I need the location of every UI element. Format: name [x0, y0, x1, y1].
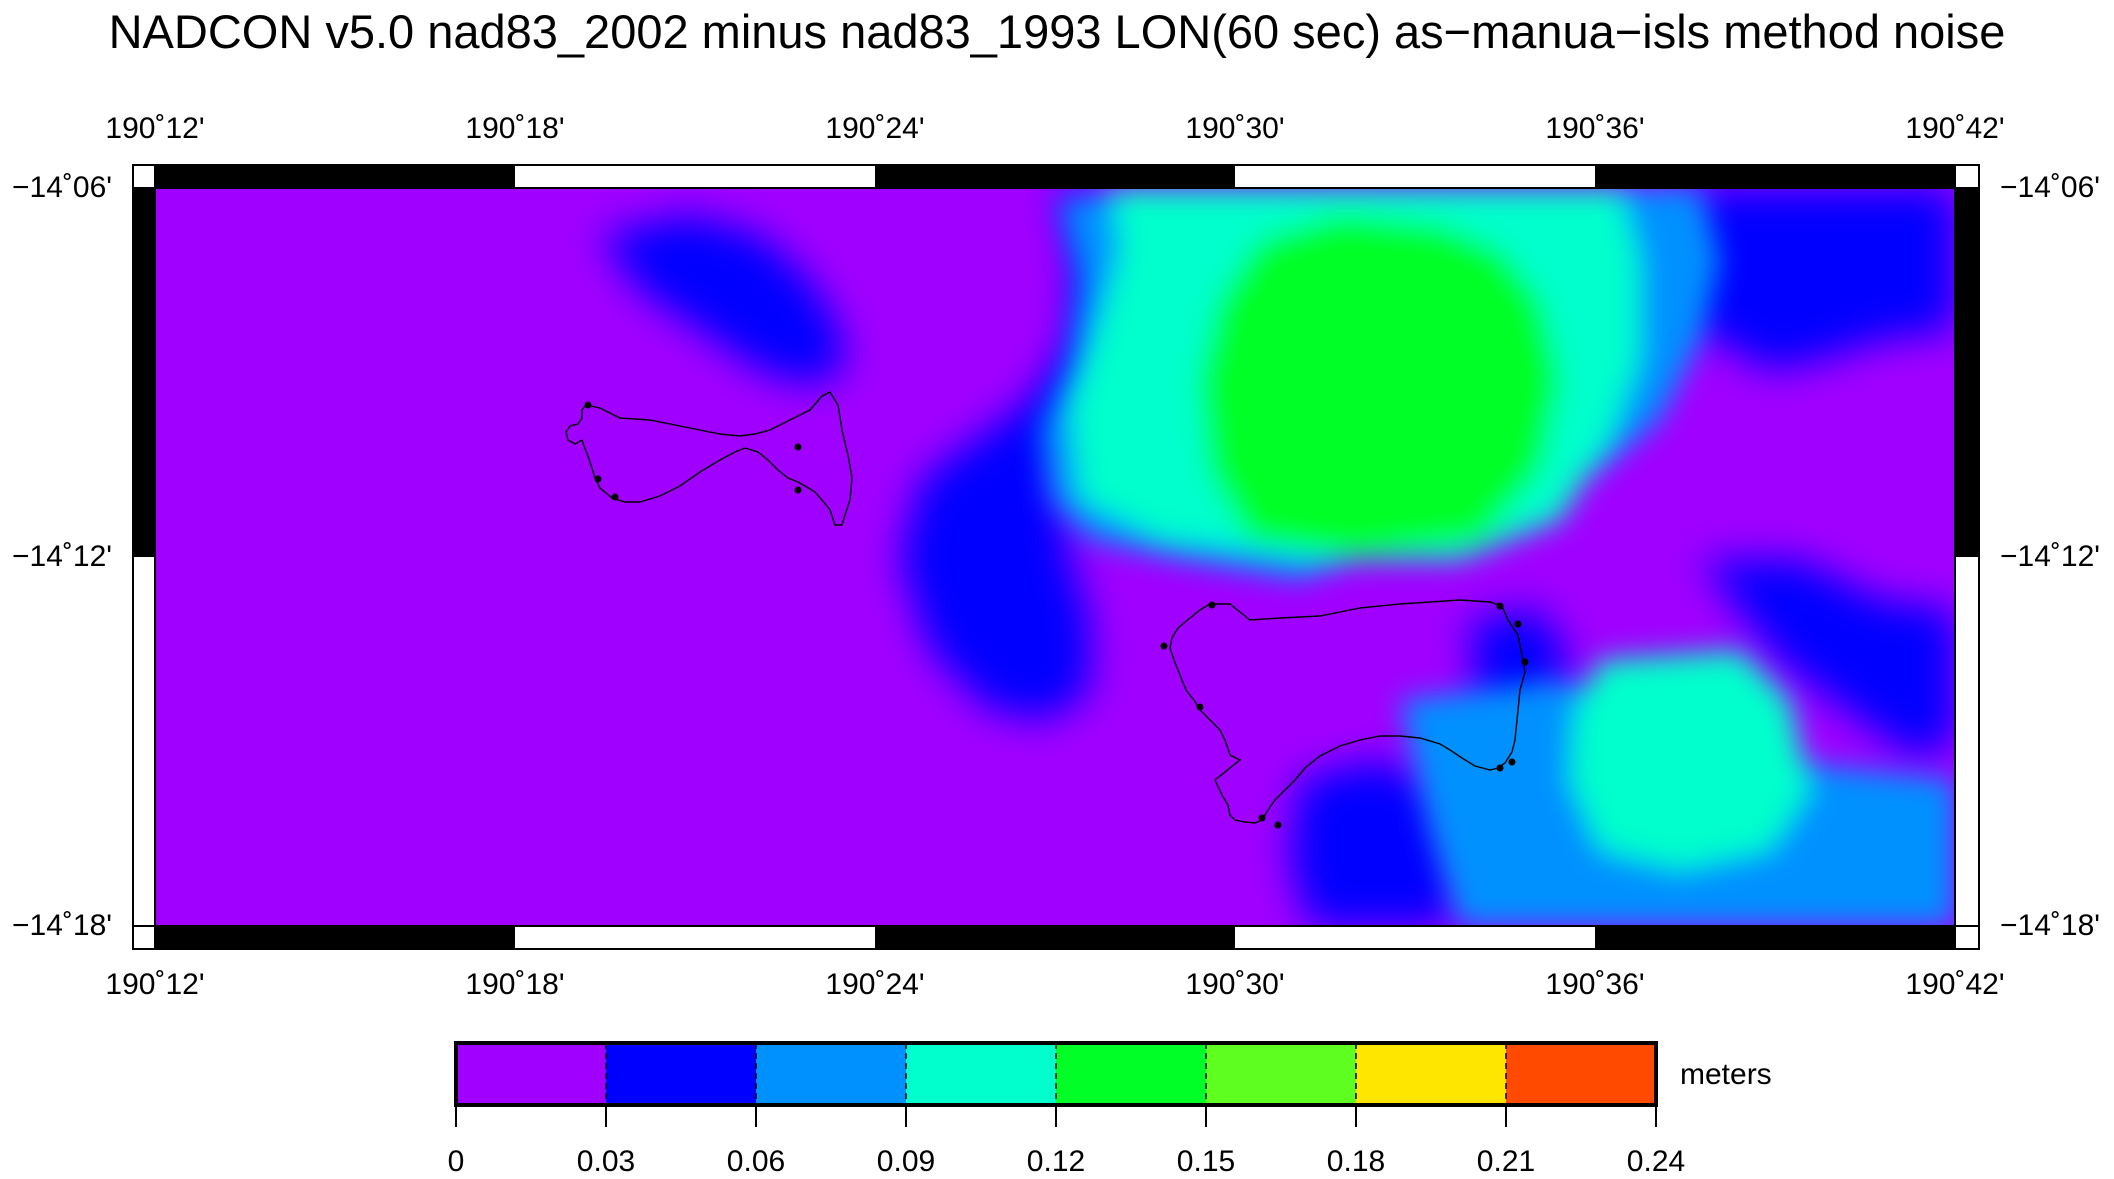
station-marker [1514, 620, 1522, 628]
colorbar-tick: 0.24 [1626, 1145, 1686, 1178]
blue-region-central [900, 188, 1130, 720]
station-marker [1274, 821, 1282, 829]
colorbar-tick: 0.03 [576, 1145, 636, 1178]
frame-bottom-segment [155, 926, 515, 949]
station-marker [594, 475, 602, 483]
colorbar-tick: 0 [447, 1145, 465, 1178]
station-marker [584, 401, 592, 409]
lon-tick-top: 190˚24' [825, 112, 925, 145]
colorbar-segment [1506, 1043, 1656, 1105]
lon-tick-top: 190˚18' [465, 112, 565, 145]
colorbar-segment [456, 1043, 606, 1105]
station-marker [1160, 642, 1168, 650]
lon-tick-bottom: 190˚24' [825, 968, 925, 1001]
colorbar-tick: 0.06 [726, 1145, 786, 1178]
coastlines [565, 391, 1526, 824]
lat-tick-left: −14˚18' [12, 909, 112, 942]
lon-tick-bottom: 190˚42' [1905, 968, 2005, 1001]
colorbar-tick: 0.09 [876, 1145, 936, 1178]
cyan-region-southeast [1570, 650, 1810, 870]
frame-left-segment [133, 188, 155, 557]
blue-region-south [1290, 760, 1460, 926]
noise-raster [155, 188, 1955, 926]
colorbar-segment [1356, 1043, 1506, 1105]
station-marker [1508, 758, 1516, 766]
map-frame [132, 164, 1980, 950]
lon-tick-bottom: 190˚36' [1545, 968, 1645, 1001]
colorbar-segment [606, 1043, 756, 1105]
blue-region-east [1700, 560, 1955, 760]
lon-tick-bottom: 190˚12' [105, 968, 205, 1001]
lon-tick-top: 190˚36' [1545, 112, 1645, 145]
lon-tick-bottom: 190˚30' [1185, 968, 1285, 1001]
coastline-tau [1169, 599, 1526, 824]
station-marker [1521, 658, 1529, 666]
colorbar-units-label: meters [1680, 1058, 1772, 1091]
station-marker [1196, 703, 1204, 711]
lat-tick-right: −14˚06' [2000, 171, 2100, 204]
green-region [1200, 215, 1560, 555]
colorbar-tick: 0.18 [1326, 1145, 1386, 1178]
frame-top-segment [155, 165, 515, 188]
frame-top-segment [875, 165, 1235, 188]
lon-tick-top: 190˚42' [1905, 112, 2005, 145]
colorbar-tick: 0.12 [1026, 1145, 1086, 1178]
frame-bottom-segment [1595, 926, 1955, 949]
lon-tick-top: 190˚12' [105, 112, 205, 145]
colorbar-segment [1056, 1043, 1206, 1105]
lon-tick-bottom: 190˚18' [465, 968, 565, 1001]
station-marker [1496, 602, 1504, 610]
blue-region-nw [600, 215, 845, 385]
colorbar-segment [1206, 1043, 1356, 1105]
coastline-ofu-olosega [565, 391, 853, 526]
frame-top-segment [1595, 165, 1955, 188]
lon-tick-top: 190˚30' [1185, 112, 1285, 145]
map-title: NADCON v5.0 nad83_2002 minus nad83_1993 … [108, 5, 2006, 58]
station-marker [611, 493, 619, 501]
colorbar [454, 1041, 1658, 1127]
blue-region-ne [1650, 188, 1955, 370]
colorbar-tick: 0.21 [1476, 1145, 1536, 1178]
lat-tick-right: −14˚18' [2000, 909, 2100, 942]
lat-tick-left: −14˚06' [12, 171, 112, 204]
station-marker [1258, 814, 1266, 822]
colorbar-segment [756, 1043, 906, 1105]
lat-tick-left: −14˚12' [12, 540, 112, 573]
station-marker [794, 486, 802, 494]
station-marker [1496, 764, 1504, 772]
lat-tick-right: −14˚12' [2000, 540, 2100, 573]
colorbar-tick: 0.15 [1176, 1145, 1236, 1178]
station-marker [1208, 601, 1216, 609]
station-marker [794, 443, 802, 451]
frame-right-segment [1955, 188, 1979, 557]
frame-bottom-segment [875, 926, 1235, 949]
station-markers [584, 401, 1529, 829]
colorbar-segment [906, 1043, 1056, 1105]
